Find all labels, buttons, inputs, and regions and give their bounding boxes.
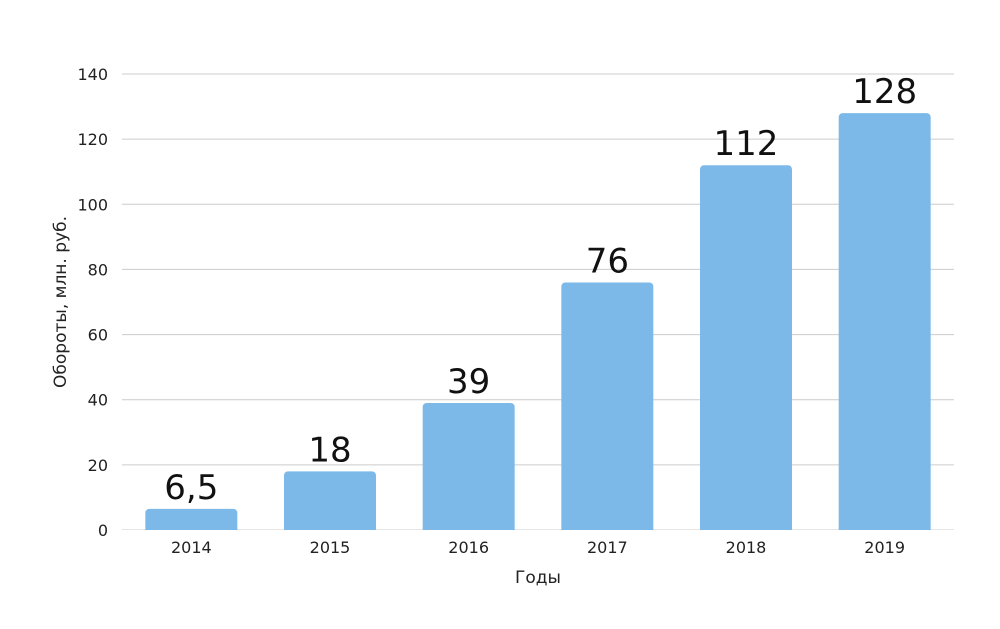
y-tick-label: 100 <box>77 195 108 214</box>
y-tick-label: 80 <box>88 260 108 279</box>
data-label-2017: 76 <box>586 241 629 281</box>
data-labels: 6,5 18 39 76 112 128 <box>164 72 917 508</box>
x-tick-label: 2017 <box>587 538 628 557</box>
bar-2015 <box>284 471 376 534</box>
data-label-2019: 128 <box>852 72 917 112</box>
y-tick-label: 20 <box>88 456 108 475</box>
x-tick-label: 2015 <box>310 538 351 557</box>
y-tick-label: 40 <box>88 391 108 410</box>
bar-2019 <box>838 113 931 534</box>
bar-2016 <box>422 402 515 534</box>
gridlines <box>122 73 954 531</box>
data-label-2016: 39 <box>447 362 490 402</box>
x-tick-label: 2014 <box>171 538 212 557</box>
bar-2014 <box>145 508 238 534</box>
x-tick-label: 2016 <box>448 538 489 557</box>
y-axis-ticks: 0 20 40 60 80 100 120 140 <box>77 65 108 540</box>
bars <box>117 113 959 536</box>
bar-2018 <box>700 165 792 534</box>
y-tick-label: 140 <box>77 65 108 84</box>
data-label-2018: 112 <box>714 124 779 164</box>
x-axis-ticks: 2014 2015 2016 2017 2018 2019 <box>171 538 905 557</box>
y-axis-title: Обороты, млн. руб. <box>51 216 71 388</box>
y-tick-label: 0 <box>98 521 108 540</box>
y-tick-label: 120 <box>77 130 108 149</box>
x-axis-title: Годы <box>515 568 561 588</box>
baseline-mask <box>117 530 959 536</box>
y-tick-label: 60 <box>88 326 108 345</box>
x-tick-label: 2019 <box>864 538 905 557</box>
x-tick-label: 2018 <box>726 538 767 557</box>
data-label-2015: 18 <box>308 430 351 470</box>
data-label-2014: 6,5 <box>164 468 218 508</box>
bar-2017 <box>561 282 654 534</box>
